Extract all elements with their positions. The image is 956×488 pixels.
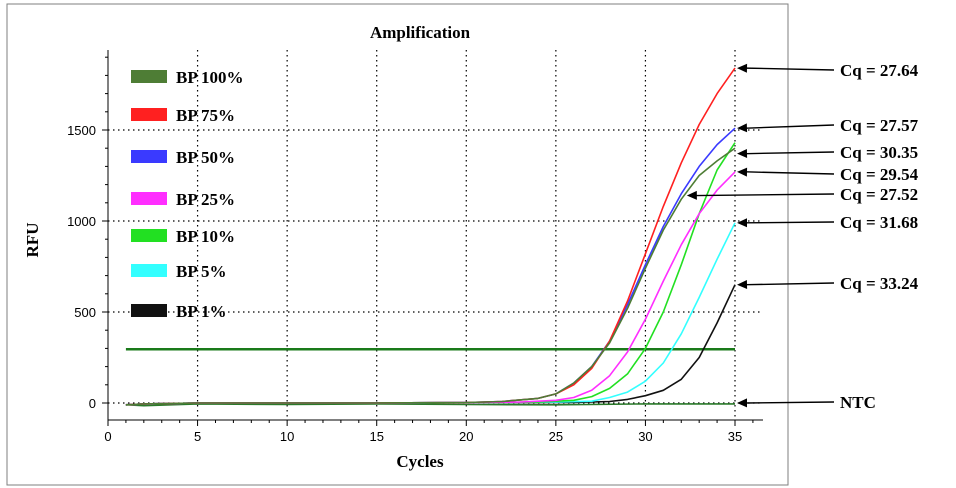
y-tick-label: 1500 bbox=[67, 123, 96, 138]
x-tick-label: 10 bbox=[280, 429, 294, 444]
y-tick-label: 0 bbox=[89, 396, 96, 411]
x-tick-label: 30 bbox=[638, 429, 652, 444]
annotation-arrowhead bbox=[737, 167, 748, 177]
annotation-arrowhead bbox=[737, 63, 748, 73]
legend-label: BP 25% bbox=[176, 190, 235, 209]
annotation-arrow-line bbox=[745, 221, 835, 224]
annotation-label: Cq = 27.57 bbox=[840, 116, 919, 135]
legend-label: BP 10% bbox=[176, 227, 235, 246]
annotation-arrow-line bbox=[745, 282, 835, 286]
legend-swatch bbox=[131, 70, 167, 83]
y-tick-label: 500 bbox=[74, 305, 96, 320]
x-tick-label: 35 bbox=[728, 429, 742, 444]
plot-area bbox=[108, 50, 763, 420]
x-tick-label: 15 bbox=[369, 429, 383, 444]
annotation-label: Cq = 27.52 bbox=[840, 185, 918, 204]
annotation-arrow-line bbox=[745, 67, 835, 71]
x-axis-title: Cycles bbox=[396, 452, 444, 471]
annotation-label: Cq = 27.64 bbox=[840, 61, 919, 80]
annotation-label: Cq = 30.35 bbox=[840, 143, 918, 162]
annotation-arrow-line bbox=[695, 193, 835, 197]
annotation-arrow-line bbox=[745, 401, 835, 404]
x-tick-label: 25 bbox=[549, 429, 563, 444]
annotation-arrowhead bbox=[686, 190, 697, 200]
annotation-arrowhead bbox=[737, 123, 748, 133]
annotation-arrow-line bbox=[745, 151, 835, 155]
chart-title: Amplification bbox=[370, 23, 471, 42]
legend-swatch bbox=[131, 264, 167, 277]
legend-label: BP 75% bbox=[176, 106, 235, 125]
annotation-arrowhead bbox=[737, 218, 747, 228]
annotation-label: Cq = 33.24 bbox=[840, 274, 919, 293]
annotation-label: Cq = 31.68 bbox=[840, 213, 918, 232]
annotation-arrow-line bbox=[745, 124, 835, 129]
annotation-arrowhead bbox=[737, 398, 747, 408]
x-tick-label: 20 bbox=[459, 429, 473, 444]
legend-swatch bbox=[131, 229, 167, 242]
legend-swatch bbox=[131, 192, 167, 205]
annotation-label: NTC bbox=[840, 393, 876, 412]
annotation-arrowhead bbox=[737, 149, 748, 158]
legend-swatch bbox=[131, 150, 167, 163]
legend-label: BP 50% bbox=[176, 148, 235, 167]
legend-label: BP 1% bbox=[176, 302, 227, 321]
series-line-ntc bbox=[125, 403, 735, 407]
legend-label: BP 100% bbox=[176, 68, 244, 87]
series-line-bp-100- bbox=[125, 147, 736, 406]
legend-label: BP 5% bbox=[176, 262, 227, 281]
annotation-label: Cq = 29.54 bbox=[840, 165, 919, 184]
legend-swatch bbox=[131, 108, 167, 121]
x-tick-label: 0 bbox=[104, 429, 111, 444]
legend-swatch bbox=[131, 304, 167, 317]
annotation-arrowhead bbox=[737, 280, 748, 289]
annotation-arrow-line bbox=[745, 171, 835, 175]
y-tick-label: 1000 bbox=[67, 214, 96, 229]
x-tick-label: 5 bbox=[194, 429, 201, 444]
y-axis-title: RFU bbox=[23, 223, 42, 258]
